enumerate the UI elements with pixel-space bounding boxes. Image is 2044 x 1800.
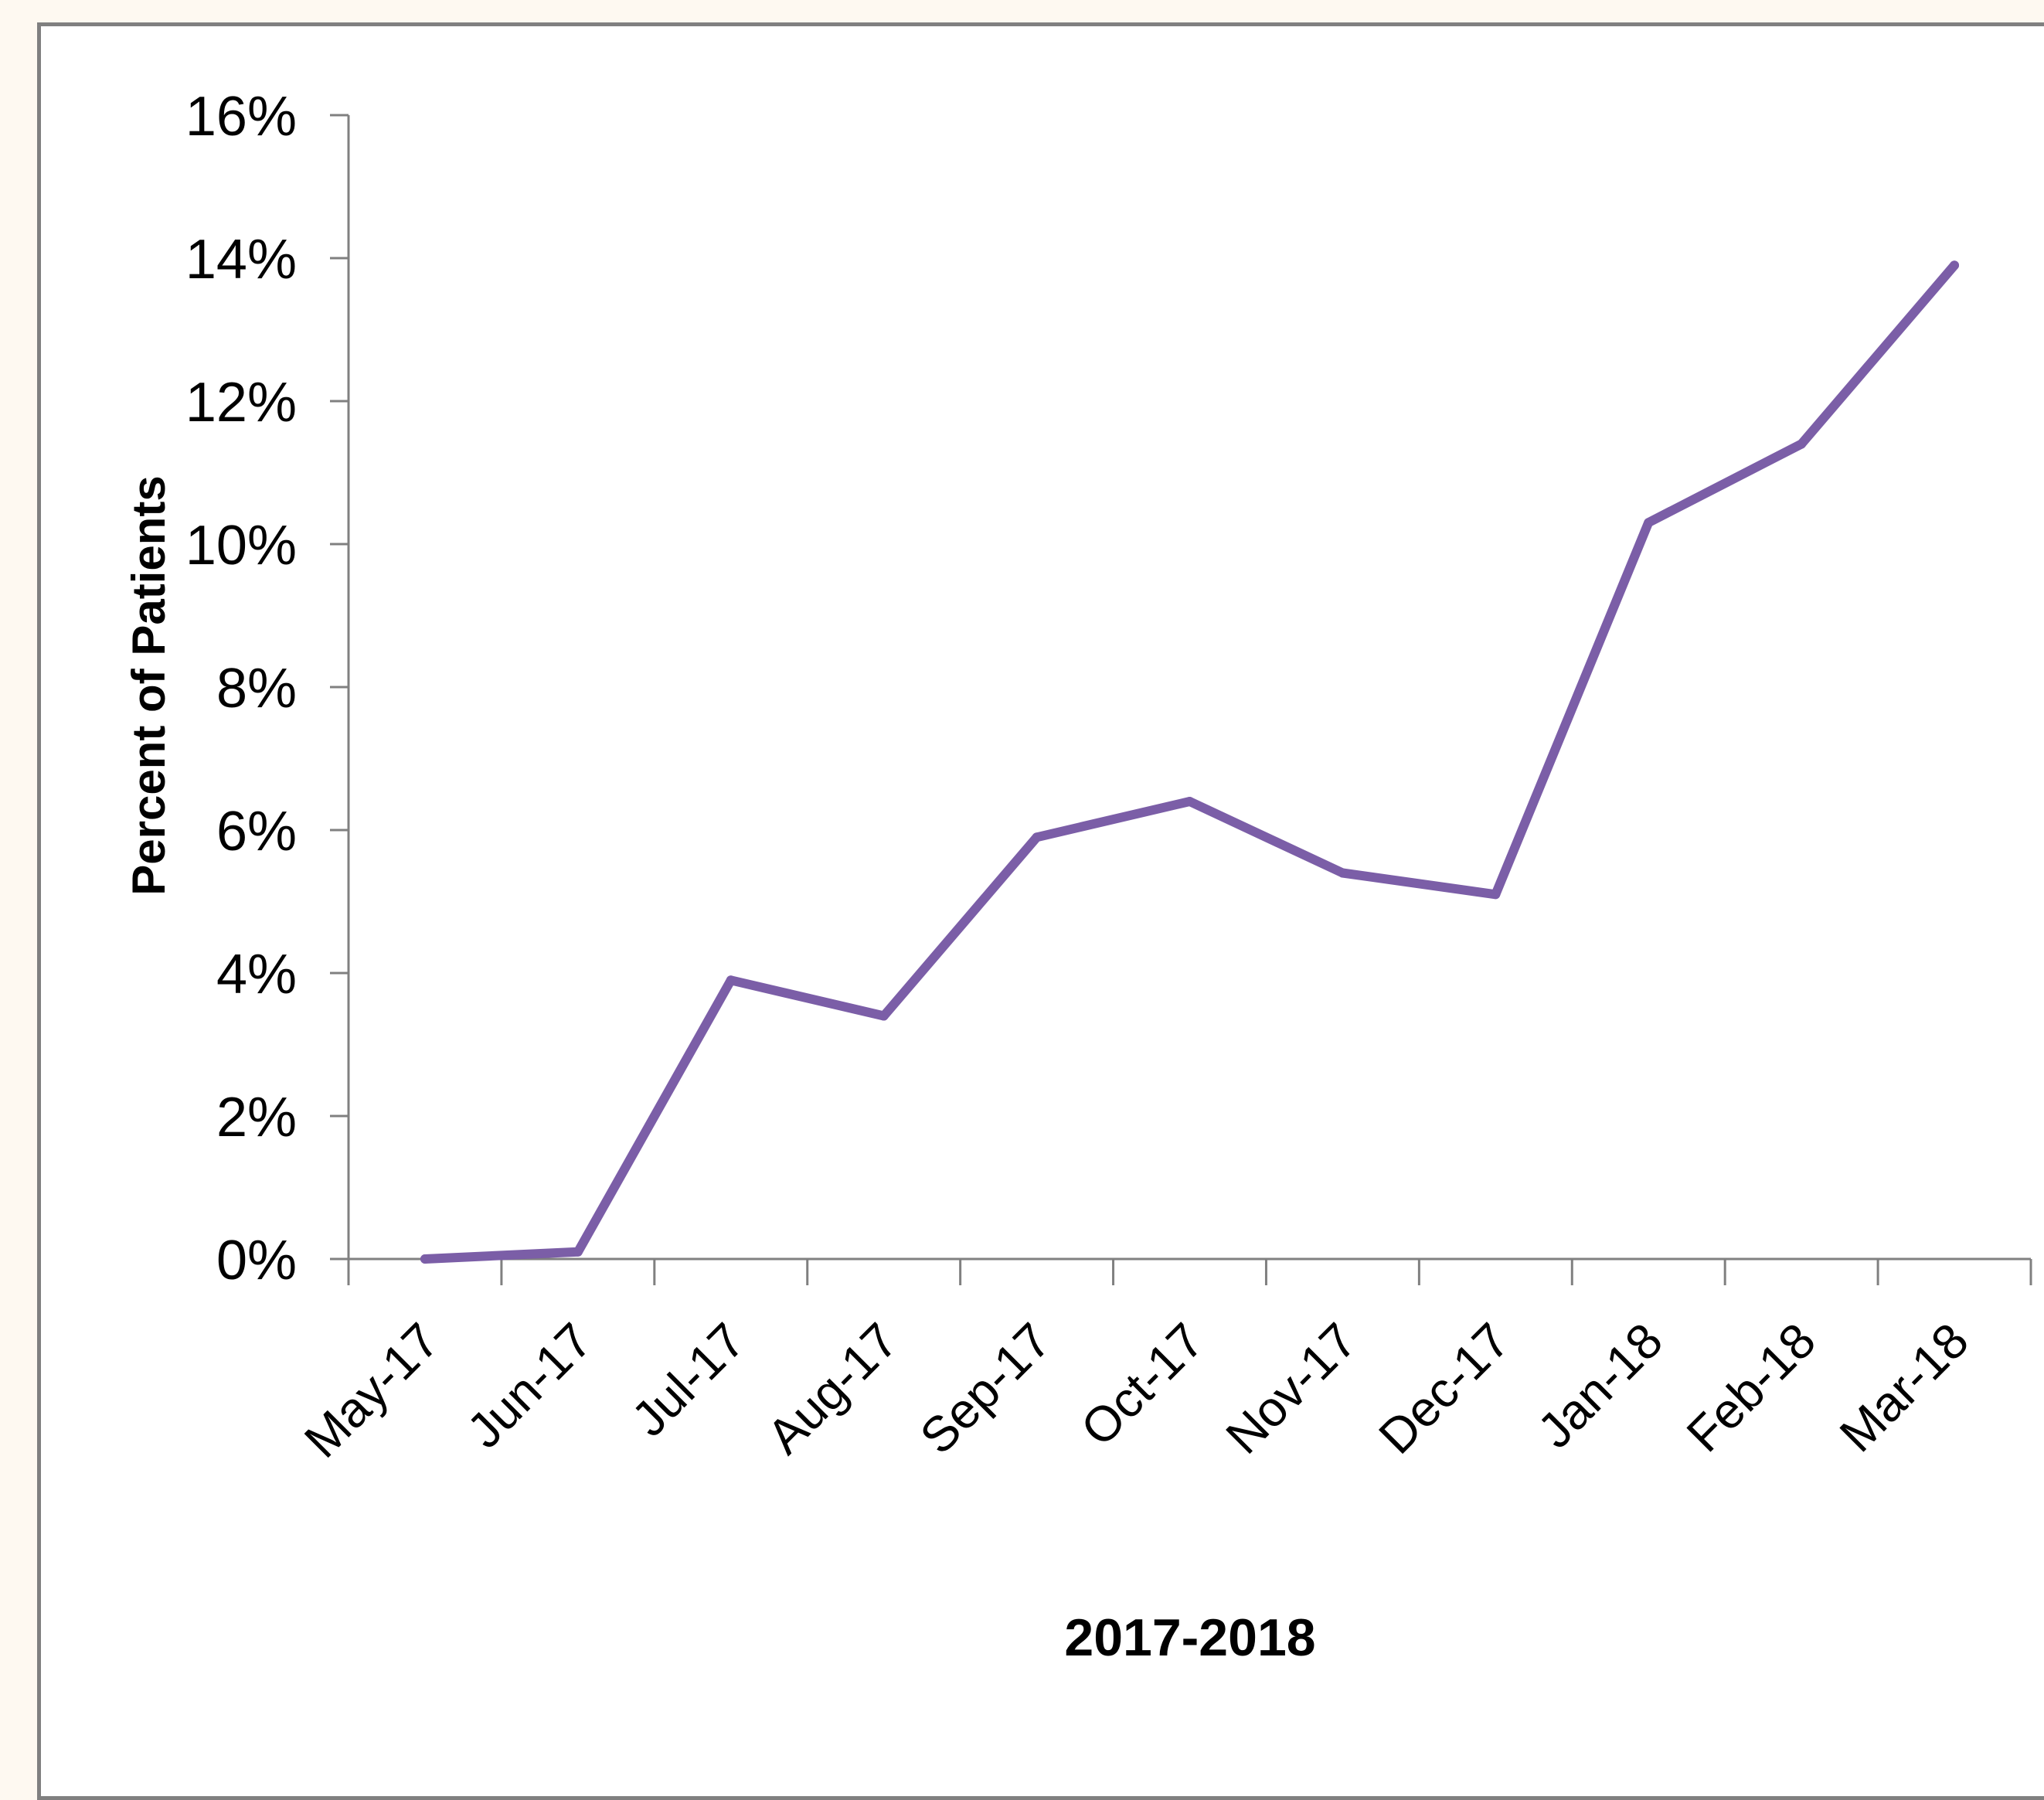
y-tick-label: 8%: [216, 658, 297, 720]
data-point: [1644, 518, 1653, 527]
x-tick-label: Feb-18: [1676, 1312, 1826, 1462]
y-tick-label: 16%: [185, 86, 297, 148]
data-point: [1950, 260, 1959, 270]
x-tick-label: Jun-17: [456, 1312, 602, 1458]
x-tick-label: Jul-17: [621, 1312, 756, 1447]
data-point: [1185, 797, 1195, 806]
y-tick-label: 14%: [185, 229, 297, 291]
y-tick-label: 0%: [216, 1230, 297, 1291]
y-tick-label: 10%: [185, 515, 297, 577]
x-tick-label: Sep-17: [910, 1312, 1062, 1465]
x-tick-label: Aug-17: [757, 1312, 909, 1465]
x-tick-label: Jan-18: [1527, 1312, 1673, 1458]
data-point: [726, 975, 736, 985]
data-point: [1338, 869, 1347, 878]
x-tick-label: Nov-17: [1216, 1312, 1368, 1465]
axes: [330, 115, 2031, 1285]
y-axis-title: Percent of Patients: [123, 475, 175, 896]
x-tick-label: Mar-18: [1829, 1312, 1979, 1462]
y-tick-label: 6%: [216, 801, 297, 863]
series-layer: [420, 260, 1959, 1264]
x-tick-label: Oct-17: [1070, 1312, 1215, 1457]
data-point: [1491, 890, 1500, 899]
y-tick-label: 2%: [216, 1087, 297, 1148]
x-tick-label: Dec-17: [1368, 1312, 1520, 1465]
x-tick-label: May-17: [294, 1312, 450, 1468]
x-axis-title: 2017-2018: [1064, 1608, 1315, 1667]
data-point: [420, 1254, 430, 1264]
data-point: [1797, 440, 1806, 449]
data-point: [1032, 832, 1042, 842]
series-line: [425, 265, 1954, 1259]
data-point: [573, 1247, 583, 1257]
y-tick-label: 4%: [216, 944, 297, 1005]
data-point: [879, 1012, 889, 1021]
y-tick-label: 12%: [185, 372, 297, 434]
